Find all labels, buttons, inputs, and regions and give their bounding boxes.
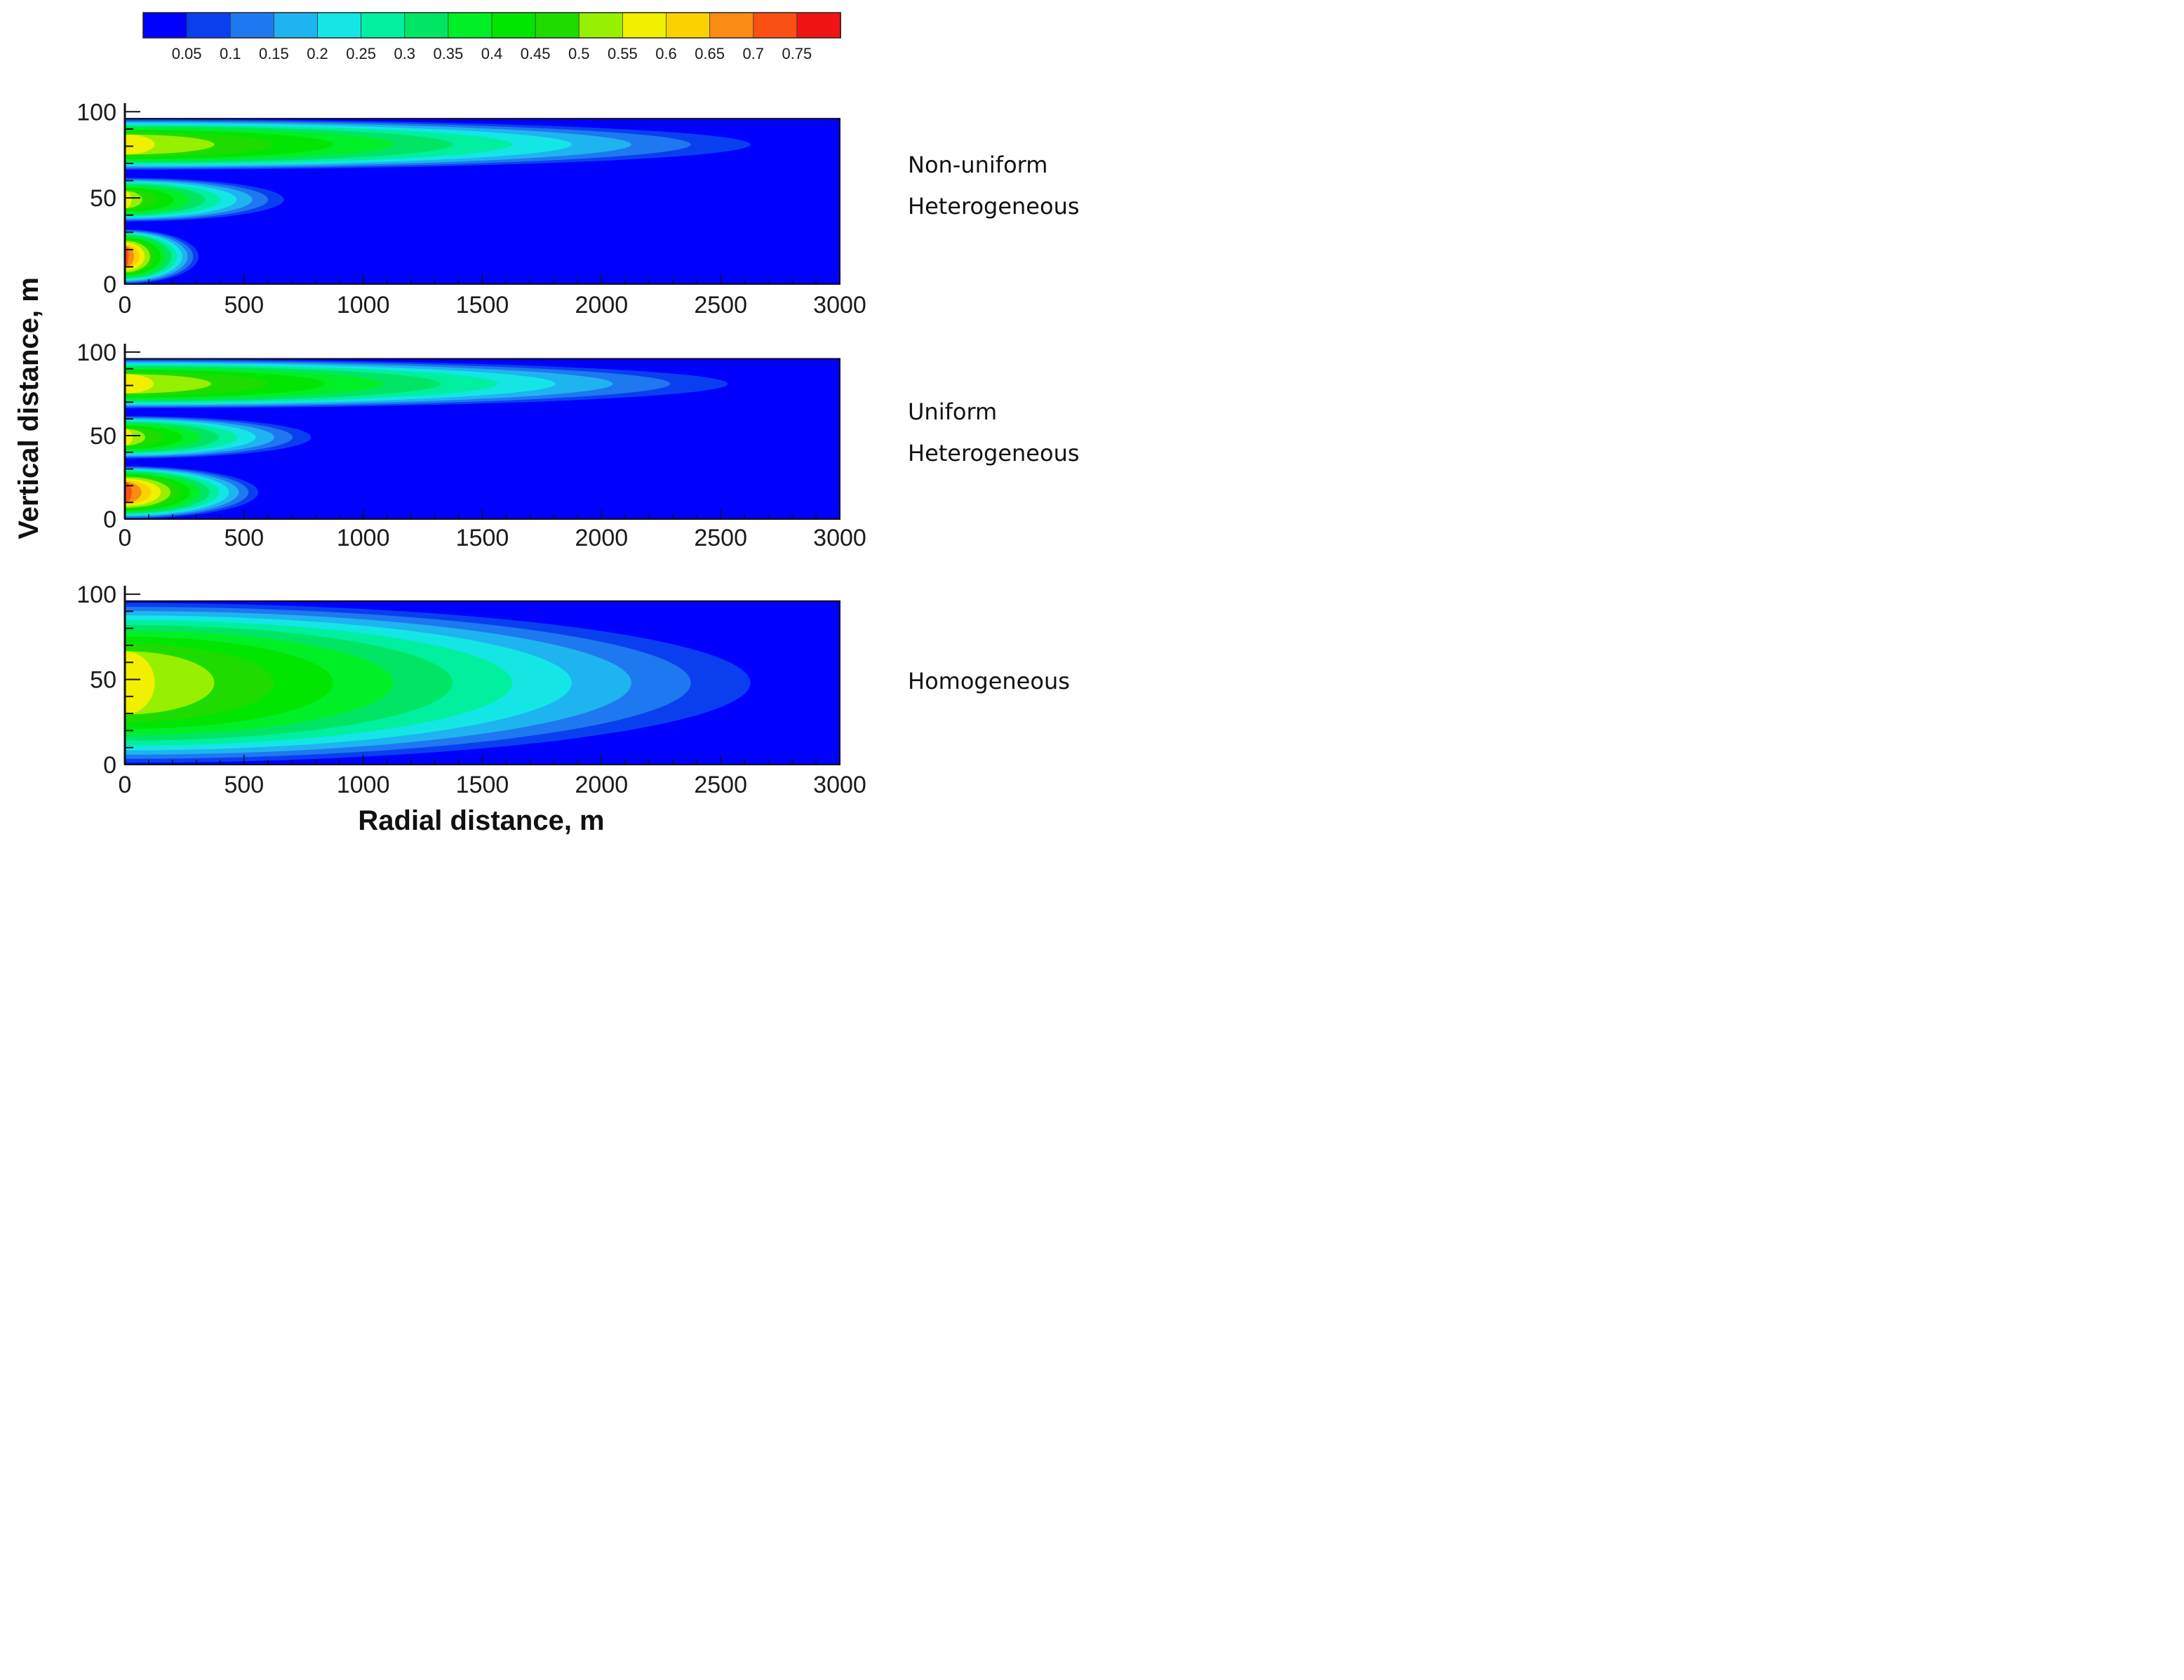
- colorbar-swatch: [709, 12, 754, 39]
- y-tick-label: 100: [76, 99, 116, 126]
- colorbar-swatch: [273, 12, 319, 39]
- contour-band-layer-1-level-14: [125, 482, 132, 503]
- colorbar-swatch: [229, 12, 275, 39]
- y-tick-label: 50: [90, 185, 116, 212]
- panel-2-label-line2: Heterogeneous: [908, 440, 1080, 466]
- x-tick-label: 2000: [575, 292, 629, 318]
- x-tick-label: 0: [119, 772, 132, 798]
- colorbar-swatch: [491, 12, 537, 39]
- x-tick-label: 0: [119, 525, 132, 551]
- x-tick-label: 1000: [337, 292, 390, 318]
- x-tick-label: 3000: [813, 292, 866, 318]
- colorbar-tick-label: 0.4: [481, 45, 503, 62]
- y-tick-label: 0: [103, 271, 116, 298]
- colorbar-swatch: [753, 12, 798, 39]
- x-tick-label: 2000: [575, 772, 629, 798]
- y-tick-label: 100: [76, 340, 116, 366]
- contour-figure: 0.05 0.1 0.15 0.2 0.25 0.3 0.35 0.4 0.45 0.5 0.55 0…: [13, 12, 1080, 836]
- x-tick-label: 2500: [694, 772, 747, 798]
- y-tick-label: 0: [103, 506, 116, 533]
- colorbar-swatch: [186, 12, 232, 39]
- colorbar-swatch: [535, 12, 580, 39]
- colorbar-tick-label: 0.15: [259, 45, 289, 62]
- colorbar-tick-label: 0.35: [433, 45, 463, 62]
- axis-titles: Radial distance, m Vertical distance, m: [13, 277, 605, 836]
- colorbar-swatch: [142, 12, 188, 39]
- colorbar-tick-label: 0.6: [655, 45, 677, 62]
- x-tick-label: 2500: [694, 525, 747, 551]
- x-tick-label: 500: [224, 772, 264, 798]
- x-tick-label: 0: [119, 292, 132, 318]
- colorbar-frame: [142, 12, 841, 39]
- contour-band-layer-3-level-11: [125, 134, 155, 155]
- x-axis-title: Radial distance, m: [358, 805, 604, 836]
- panel-labels: Non-uniform Heterogeneous Uniform Hetero…: [908, 152, 1080, 694]
- colorbar: 0.05 0.1 0.15 0.2 0.25 0.3 0.35 0.4 0.45 0.5 0.55 0…: [142, 12, 841, 62]
- contour-band-layer-2-level-11: [125, 429, 133, 446]
- x-tick-label: 500: [224, 292, 264, 318]
- colorbar-tick-label: 0.55: [608, 45, 638, 62]
- y-tick-label: 50: [90, 667, 116, 694]
- colorbar-swatch: [622, 12, 667, 39]
- colorbar-swatch: [448, 12, 493, 39]
- colorbar-tick-label: 0.65: [695, 45, 725, 62]
- panel-2-label-line1: Uniform: [908, 398, 997, 425]
- x-tick-label: 3000: [813, 525, 866, 551]
- x-tick-label: 1500: [456, 772, 509, 798]
- colorbar-tick-label: 0.45: [521, 45, 551, 62]
- y-axis-title: Vertical distance, m: [13, 277, 44, 539]
- colorbar-tick-label: 0.75: [782, 45, 812, 62]
- colorbar-swatch: [317, 12, 362, 39]
- colorbar-swatch: [796, 12, 841, 39]
- x-tick-label: 2500: [694, 292, 747, 318]
- colorbar-swatch: [404, 12, 449, 39]
- x-tick-label: 500: [224, 525, 264, 551]
- panel-1-label-line1: Non-uniform: [908, 152, 1047, 178]
- contour-band-layer-1-level-11: [125, 651, 155, 715]
- panel-3-label-line1: Homogeneous: [908, 668, 1070, 694]
- x-tick-label: 1500: [456, 292, 509, 318]
- x-tick-label: 2000: [575, 525, 629, 551]
- x-tick-label: 3000: [813, 772, 866, 798]
- colorbar-tick-label: 0.7: [742, 45, 764, 62]
- contour-band-layer-2-level-11: [125, 191, 132, 208]
- contour-band-layer-3-level-11: [125, 374, 154, 394]
- colorbar-tick-label: 0.3: [394, 45, 415, 62]
- y-tick-label: 100: [76, 582, 116, 608]
- colorbar-swatch: [578, 12, 624, 39]
- x-tick-label: 1500: [456, 525, 509, 551]
- colorbar-tick-label: 0.05: [172, 45, 202, 62]
- colorbar-tick-label: 0.25: [346, 45, 376, 62]
- colorbar-tick-label: 0.2: [307, 45, 328, 62]
- colorbar-tick-label: 0.5: [568, 45, 590, 62]
- x-tick-label: 1000: [337, 525, 390, 551]
- x-tick-label: 1000: [337, 772, 390, 798]
- colorbar-swatch: [666, 12, 711, 39]
- colorbar-tick-label: 0.1: [220, 45, 241, 62]
- colorbar-swatch: [361, 12, 406, 39]
- y-tick-label: 50: [90, 423, 116, 450]
- y-tick-label: 0: [103, 752, 116, 779]
- panel-1-label-line2: Heterogeneous: [908, 193, 1080, 220]
